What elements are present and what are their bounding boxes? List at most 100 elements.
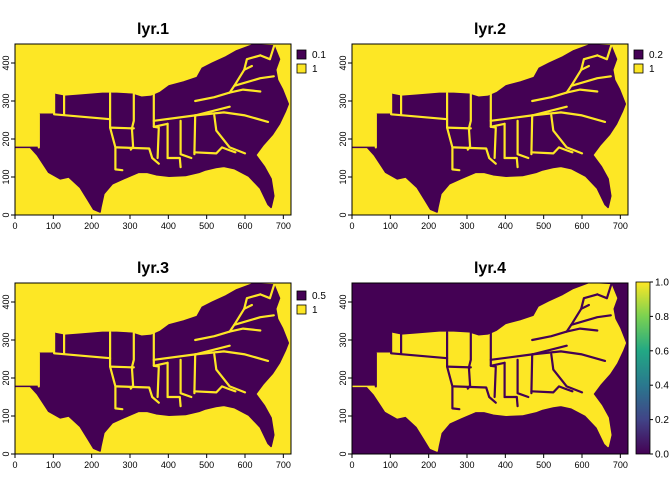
legend-swatch bbox=[633, 49, 644, 60]
state-border-14 bbox=[530, 114, 534, 156]
state-border-17 bbox=[550, 114, 584, 155]
panel-1: lyr.1 0 100 200 300 400 500 600 700 0 100 200 300 400… bbox=[1, 21, 326, 231]
state-border-15 bbox=[194, 350, 270, 362]
state-border-9 bbox=[152, 122, 169, 128]
panel-2: lyr.2 0 100 200 300 400 500 600 700 0 100 200 300 400… bbox=[338, 21, 663, 231]
y-tick-label: 300 bbox=[338, 332, 348, 347]
legend-label: 1 bbox=[312, 305, 318, 316]
y-tick-label: 0 bbox=[338, 212, 348, 217]
state-border-2 bbox=[390, 332, 449, 360]
legend-label: 0.5 bbox=[312, 291, 326, 302]
panel-title: lyr.1 bbox=[137, 21, 169, 38]
legend-label: 0.2 bbox=[649, 50, 663, 61]
state-border-13 bbox=[516, 358, 530, 399]
x-tick-label: 200 bbox=[421, 221, 436, 231]
state-border-13 bbox=[516, 119, 530, 160]
colorbar-label: 0.0 bbox=[655, 450, 669, 461]
x-tick-label: 200 bbox=[84, 221, 99, 231]
legend: 0.0 0.2 0.4 0.6 0.8 1.0 bbox=[635, 278, 669, 461]
state-border-7 bbox=[452, 146, 497, 165]
y-tick-label: 100 bbox=[338, 408, 348, 423]
x-tick-label: 100 bbox=[383, 460, 398, 470]
x-tick-label: 300 bbox=[122, 460, 137, 470]
state-border-21 bbox=[233, 314, 275, 326]
state-border-5 bbox=[108, 126, 135, 130]
land-polygon bbox=[352, 283, 627, 452]
x-tick-label: 100 bbox=[46, 460, 61, 470]
land-area bbox=[352, 283, 627, 452]
y-tick-label: 100 bbox=[1, 408, 11, 423]
state-border-20 bbox=[580, 293, 599, 310]
state-border-12 bbox=[166, 156, 182, 169]
state-border-19 bbox=[228, 303, 253, 333]
legend-swatch bbox=[296, 63, 307, 74]
land-polygon bbox=[15, 44, 290, 213]
state-border-15 bbox=[531, 350, 607, 362]
state-border-12 bbox=[503, 395, 519, 408]
state-border-4 bbox=[446, 331, 461, 411]
plot-frame bbox=[351, 43, 629, 216]
x-tick-label: 400 bbox=[161, 221, 176, 231]
y-tick-label: 400 bbox=[1, 55, 11, 70]
state-border-22 bbox=[596, 283, 613, 300]
legend-label: 1 bbox=[312, 64, 318, 75]
legend-label: 1 bbox=[649, 64, 655, 75]
state-border-20 bbox=[243, 293, 262, 310]
panel-title: lyr.2 bbox=[474, 21, 506, 38]
panel-title: lyr.4 bbox=[474, 260, 506, 277]
state-border-20 bbox=[580, 54, 599, 71]
y-tick-label: 300 bbox=[1, 93, 11, 108]
x-tick-label: 600 bbox=[237, 460, 252, 470]
x-tick-label: 500 bbox=[536, 221, 551, 231]
x-tick-label: 500 bbox=[199, 460, 214, 470]
panel-title: lyr.3 bbox=[137, 260, 169, 277]
x-tick-label: 300 bbox=[459, 460, 474, 470]
x-tick-label: 500 bbox=[536, 460, 551, 470]
state-border-17 bbox=[213, 353, 247, 394]
y-tick-label: 200 bbox=[1, 370, 11, 385]
y-tick-label: 300 bbox=[1, 332, 11, 347]
x-tick-label: 600 bbox=[574, 460, 589, 470]
state-border-19 bbox=[228, 64, 253, 94]
x-tick-label: 100 bbox=[383, 221, 398, 231]
state-border-22 bbox=[259, 283, 276, 300]
x-tick-label: 700 bbox=[276, 460, 291, 470]
x-tick-label: 300 bbox=[459, 221, 474, 231]
colorbar-label: 0.4 bbox=[655, 381, 669, 392]
x-tick-label: 400 bbox=[498, 221, 513, 231]
state-border-19 bbox=[565, 303, 591, 333]
state-border-15 bbox=[531, 111, 607, 124]
x-tick-label: 0 bbox=[12, 221, 17, 231]
legend: 0.11 bbox=[296, 49, 326, 75]
state-border-20 bbox=[243, 54, 262, 71]
state-border-4 bbox=[108, 331, 124, 411]
state-border-17 bbox=[213, 114, 247, 155]
state-border-22 bbox=[259, 44, 276, 61]
x-tick-label: 700 bbox=[276, 221, 291, 231]
state-border-4 bbox=[108, 92, 124, 172]
state-border-4 bbox=[446, 92, 461, 172]
x-tick-label: 200 bbox=[421, 460, 436, 470]
panel-4: lyr.4 0 100 200 300 400 500 600 700 0 100 200 300 400… bbox=[338, 260, 669, 470]
state-border-7 bbox=[115, 146, 160, 165]
x-tick-label: 0 bbox=[349, 460, 354, 470]
plot-frame bbox=[14, 43, 292, 216]
state-border-21 bbox=[233, 75, 275, 87]
legend-swatch bbox=[633, 63, 644, 74]
x-tick-label: 400 bbox=[161, 460, 176, 470]
state-border-22 bbox=[596, 44, 613, 61]
y-tick-label: 400 bbox=[1, 294, 11, 309]
legend-label: 0.1 bbox=[312, 50, 326, 61]
state-border-16 bbox=[193, 385, 237, 394]
x-tick-label: 700 bbox=[613, 460, 628, 470]
x-tick-label: 700 bbox=[613, 221, 628, 231]
x-tick-label: 500 bbox=[199, 221, 214, 231]
state-border-12 bbox=[503, 156, 519, 169]
state-border-14 bbox=[530, 353, 534, 395]
state-border-12 bbox=[166, 395, 182, 408]
state-border-13 bbox=[179, 119, 193, 160]
state-border-9 bbox=[152, 361, 169, 367]
state-border-16 bbox=[530, 385, 574, 394]
colorbar bbox=[635, 281, 651, 455]
land-polygon bbox=[352, 44, 627, 213]
